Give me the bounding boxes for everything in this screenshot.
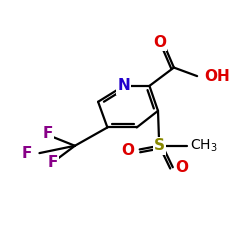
Text: OH: OH xyxy=(204,68,230,84)
Text: F: F xyxy=(22,146,32,160)
Text: O: O xyxy=(153,35,166,50)
Text: S: S xyxy=(154,138,165,153)
Text: O: O xyxy=(121,143,134,158)
Text: F: F xyxy=(48,156,58,170)
Text: O: O xyxy=(176,160,188,175)
Text: N: N xyxy=(118,78,130,94)
Text: F: F xyxy=(43,126,53,141)
Text: CH$_3$: CH$_3$ xyxy=(190,138,218,154)
